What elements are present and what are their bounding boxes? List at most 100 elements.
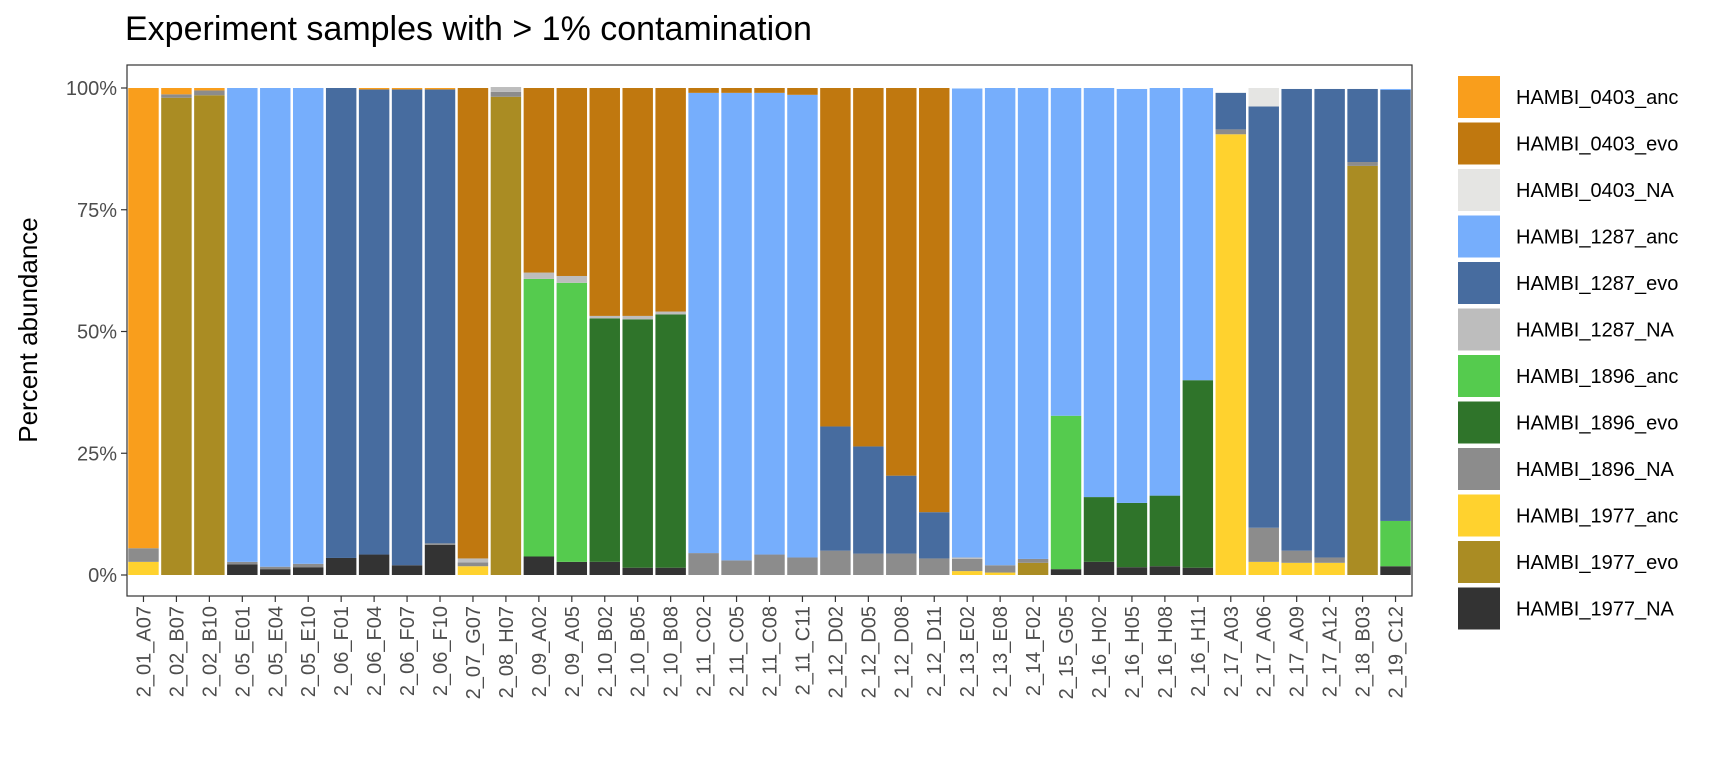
bar-segment-HAMBI_0403_evo-2_10_B02 (589, 88, 620, 316)
bar-segment-HAMBI_1977_NA-2_16_H02 (1083, 561, 1115, 575)
x-tick-label-2_16_H05: 2_16_H05 (1122, 606, 1144, 698)
bar-segment-HAMBI_1896_NA-2_01_A07 (128, 548, 159, 562)
bar-segment-HAMBI_1896_NA-2_07_G07 (457, 562, 489, 567)
x-tick-label-2_11_C08: 2_11_C08 (760, 606, 782, 697)
x-tick-label-2_16_H11: 2_16_H11 (1188, 606, 1210, 697)
bar-segment-HAMBI_1287_anc-2_14_F02 (1017, 88, 1049, 559)
bar-segment-HAMBI_0403_evo-2_09_A02 (523, 88, 555, 273)
bar-segment-HAMBI_1977_NA-2_10_B02 (589, 561, 620, 575)
bar-segment-HAMBI_0403_anc-2_02_B10 (194, 88, 225, 91)
bar-segment-HAMBI_1287_NA-2_13_E02 (951, 557, 983, 559)
y-tick-label: 0% (88, 565, 117, 587)
bar-segment-HAMBI_1977_anc-2_07_G07 (457, 566, 489, 575)
bar-segment-HAMBI_1977_anc-2_17_A09 (1281, 562, 1312, 575)
bar-segment-HAMBI_1977_NA-2_05_E04 (260, 569, 291, 575)
bar-segment-HAMBI_1896_NA-2_17_A06 (1248, 527, 1279, 562)
x-tick-label-2_18_B03: 2_18_B03 (1353, 606, 1375, 697)
bar-segment-HAMBI_0403_evo-2_11_C11 (787, 88, 818, 95)
x-tick-label-2_11_C05: 2_11_C05 (727, 606, 749, 697)
legend-label-HAMBI_1287_evo: HAMBI_1287_evo (1516, 273, 1678, 295)
x-tick-label-2_06_F01: 2_06_F01 (331, 606, 353, 696)
bar-segment-HAMBI_1977_NA-2_06_F10 (424, 544, 456, 575)
bar-segment-HAMBI_1896_NA-2_17_A03 (1215, 129, 1247, 135)
x-tick-label-2_16_H08: 2_16_H08 (1155, 606, 1177, 698)
bar-segment-HAMBI_1896_NA-2_12_D02 (820, 550, 851, 575)
legend-key-HAMBI_1287_anc (1458, 215, 1500, 258)
bar-segment-HAMBI_1977_NA-2_16_H11 (1182, 567, 1214, 575)
legend-key-HAMBI_1977_evo (1458, 541, 1500, 583)
bar-segment-HAMBI_1896_NA-2_14_F02 (1017, 558, 1049, 563)
bar-segment-HAMBI_1287_anc-2_11_C08 (754, 92, 785, 555)
bar-segment-HAMBI_1287_evo-2_12_D02 (820, 426, 851, 551)
bar-segment-HAMBI_1977_NA-2_06_F07 (391, 565, 423, 575)
x-tick-label-2_11_C02: 2_11_C02 (694, 606, 716, 697)
bar-segment-HAMBI_1287_anc-2_05_E04 (260, 88, 291, 567)
x-axis: 2_01_A07 2_02_B07 2_02_B10 2_05_E01 2_05_E04… (133, 596, 1408, 699)
bar-segment-HAMBI_1287_evo-2_12_D08 (886, 475, 917, 554)
bar-segment-HAMBI_1977_NA-2_15_G05 (1050, 569, 1082, 575)
bar-segment-HAMBI_0403_evo-2_11_C08 (754, 88, 785, 93)
bar-segment-HAMBI_1896_NA-2_05_E04 (260, 566, 291, 570)
bar-segment-HAMBI_1977_NA-2_05_E10 (292, 567, 324, 575)
bar-segment-HAMBI_0403_evo-2_07_G07 (457, 88, 489, 559)
legend-key-HAMBI_1287_evo (1458, 262, 1500, 304)
bar-segment-HAMBI_1977_anc-2_17_A06 (1248, 561, 1279, 575)
legend-key-HAMBI_1896_anc (1458, 355, 1500, 397)
bar-segment-HAMBI_1287_evo-2_12_D05 (853, 446, 884, 554)
bar-segment-HAMBI_1287_NA-2_07_G07 (457, 558, 489, 563)
x-tick-label-2_14_F02: 2_14_F02 (1023, 606, 1045, 696)
x-tick-label-2_02_B10: 2_02_B10 (199, 606, 221, 697)
x-tick-label-2_10_B05: 2_10_B05 (628, 606, 650, 697)
x-tick-label-2_10_B02: 2_10_B02 (595, 606, 617, 697)
bar-segment-HAMBI_1287_evo-2_06_F04 (358, 89, 390, 555)
bar-segment-HAMBI_1287_evo-2_17_A06 (1248, 106, 1279, 528)
bar-segment-HAMBI_1896_NA-2_11_C05 (721, 560, 752, 575)
bar-segment-HAMBI_1896_anc-2_19_C12 (1380, 520, 1411, 567)
bar-segment-HAMBI_1977_NA-2_06_F04 (358, 554, 390, 575)
legend-label-HAMBI_1287_NA: HAMBI_1287_NA (1516, 320, 1675, 342)
legend-key-HAMBI_0403_NA (1458, 169, 1500, 211)
x-tick-label-2_12_D11: 2_12_D11 (924, 606, 946, 697)
bar-segment-HAMBI_1287_anc-2_15_G05 (1050, 88, 1082, 416)
bar-segment-HAMBI_1287_anc-2_13_E02 (951, 88, 983, 558)
bar-segment-HAMBI_1287_anc-2_13_E08 (984, 88, 1016, 566)
bar-segment-HAMBI_1896_NA-2_02_B10 (194, 90, 225, 96)
bar-segment-HAMBI_0403_evo-2_11_C05 (721, 88, 752, 93)
x-tick-label-2_12_D02: 2_12_D02 (825, 606, 847, 698)
bar-segment-HAMBI_1977_NA-2_06_F01 (325, 557, 357, 575)
bar-segment-HAMBI_0403_evo-2_09_A05 (556, 88, 588, 276)
x-tick-label-2_17_A09: 2_17_A09 (1287, 606, 1309, 697)
x-tick-label-2_12_D05: 2_12_D05 (858, 606, 880, 698)
x-tick-label-2_05_E10: 2_05_E10 (298, 606, 320, 697)
bar-segment-HAMBI_1977_anc-2_13_E02 (951, 571, 983, 575)
y-tick-label: 50% (77, 322, 117, 344)
legend-key-HAMBI_0403_anc (1458, 76, 1500, 118)
bar-segment-HAMBI_1287_NA-2_09_A02 (523, 272, 555, 279)
bar-segment-HAMBI_1977_evo-2_02_B10 (194, 95, 225, 576)
bar-segment-HAMBI_1977_anc-2_17_A03 (1215, 134, 1247, 575)
bar-segment-HAMBI_0403_evo-2_10_B05 (622, 88, 653, 316)
bar-segment-HAMBI_1287_evo-2_06_F10 (424, 89, 456, 544)
bar-segment-HAMBI_1287_evo-2_17_A12 (1314, 88, 1345, 558)
x-tick-label-2_17_A03: 2_17_A03 (1221, 606, 1243, 697)
bar-segment-HAMBI_0403_evo-2_12_D05 (853, 88, 884, 447)
bar-segment-HAMBI_1896_NA-2_13_E08 (984, 565, 1016, 573)
bar-segment-HAMBI_1896_anc-2_15_G05 (1050, 415, 1082, 570)
bar-segment-HAMBI_1896_NA-2_17_A12 (1314, 557, 1345, 563)
chart-title: Experiment samples with > 1% contaminati… (125, 10, 812, 48)
x-tick-label-2_16_H02: 2_16_H02 (1089, 606, 1111, 698)
legend-key-HAMBI_1896_NA (1458, 448, 1500, 490)
legend-key-HAMBI_1287_NA (1458, 308, 1500, 351)
bar-segment-HAMBI_1896_evo-2_16_H08 (1149, 495, 1181, 567)
bar-segment-HAMBI_1287_anc-2_16_H05 (1116, 88, 1148, 503)
bar-segment-HAMBI_0403_anc-2_01_A07 (128, 88, 159, 549)
bar-segment-HAMBI_1977_evo-2_18_B03 (1347, 165, 1378, 576)
x-tick-label-2_15_G05: 2_15_G05 (1056, 606, 1078, 699)
legend-label-HAMBI_1977_anc: HAMBI_1977_anc (1516, 506, 1678, 528)
bar-segment-HAMBI_1287_anc-2_11_C02 (688, 92, 719, 554)
x-tick-label-2_13_E02: 2_13_E02 (957, 606, 979, 697)
bar-segment-HAMBI_1287_evo-2_12_D11 (919, 512, 950, 559)
bar-segment-HAMBI_0403_evo-2_11_C02 (688, 88, 719, 93)
y-tick-label: 75% (77, 200, 117, 222)
